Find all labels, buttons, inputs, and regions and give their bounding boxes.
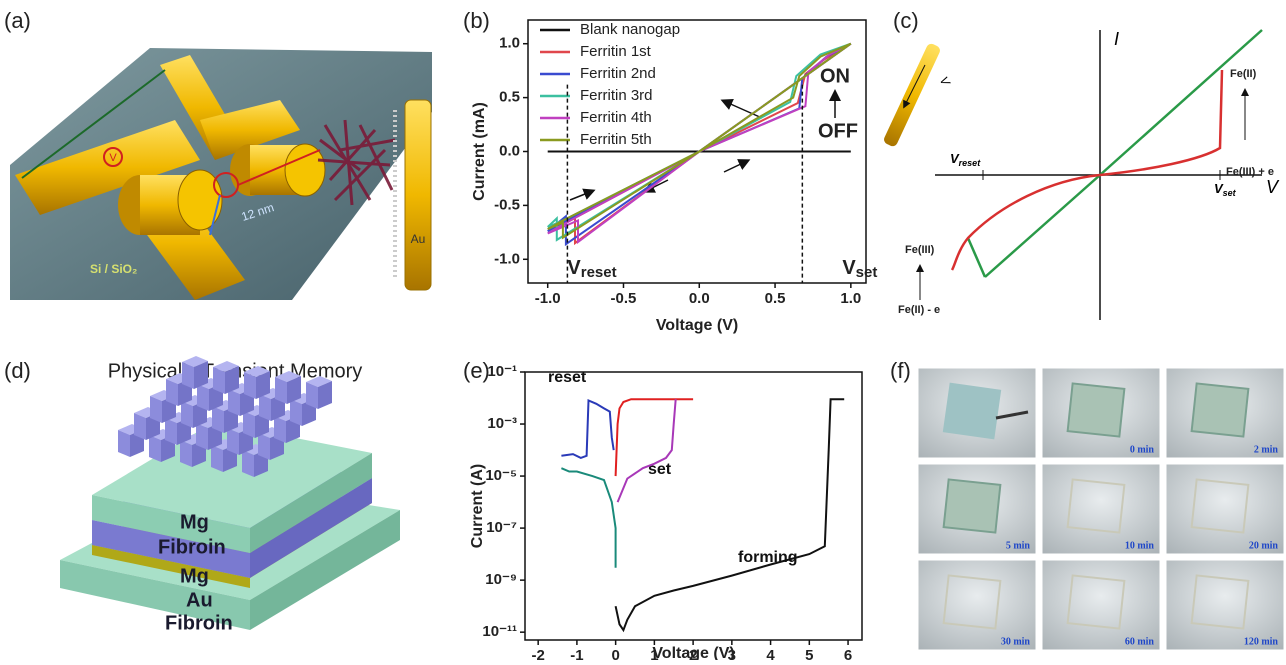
substrate-label: Si / SiO₂ xyxy=(90,262,137,276)
panel-label: (c) xyxy=(893,8,919,33)
v-set-label: Vset xyxy=(1214,181,1237,198)
panel-label: (b) xyxy=(463,8,490,33)
legend-label: Blank nanogap xyxy=(580,21,680,38)
legend-label: Ferritin 5th xyxy=(580,131,652,148)
sample-film xyxy=(944,479,1001,532)
photo-grid: 0 min 2 min 5 min 10 min 20 min 30 min 60 min 1… xyxy=(918,368,1284,650)
y-tick-label: -0.5 xyxy=(494,196,520,213)
threshold-label: Vset xyxy=(842,257,877,281)
y-tick-label: 10⁻⁵ xyxy=(485,467,517,484)
y-axis-label: Current (mA) xyxy=(471,102,488,201)
x-tick-label: -2 xyxy=(531,647,544,660)
plot-frame xyxy=(525,372,862,640)
x-tick-label: -1 xyxy=(570,647,583,660)
y-tick-label: 10⁻³ xyxy=(487,415,517,432)
time-label: 0 min xyxy=(1130,444,1155,455)
rod-label: V xyxy=(937,74,954,89)
series-line xyxy=(561,468,615,568)
legend-label: Ferritin 4th xyxy=(580,109,652,126)
y-tick-label: 10⁻¹¹ xyxy=(482,623,517,640)
chart-e: reset set forming -2-1012345610⁻¹¹10⁻⁹10… xyxy=(469,363,862,660)
y-tick-label: 0.0 xyxy=(499,142,520,159)
layer-label: Mg xyxy=(180,511,209,533)
x-tick-label: 0.0 xyxy=(689,290,710,307)
x-axis-label: Voltage (V) xyxy=(656,317,738,334)
voltage-label: V xyxy=(109,152,117,164)
state-label: OFF xyxy=(818,120,858,142)
time-label: 60 min xyxy=(1125,636,1155,647)
legend-label: Ferritin 2nd xyxy=(580,65,656,82)
time-label: 30 min xyxy=(1001,636,1031,647)
sample-film xyxy=(1068,383,1125,436)
panel-label: (a) xyxy=(4,8,31,33)
curve-label: forming xyxy=(738,549,798,566)
x-tick-label: 4 xyxy=(766,647,775,660)
x-tick-label: -0.5 xyxy=(611,290,637,307)
figure: (a) (b) (c) (d) (e) (f) V 12 nm Au Si / … xyxy=(0,0,1286,660)
threshold-label: Vreset xyxy=(567,257,616,281)
series-line xyxy=(616,399,845,630)
x-tick-label: 1.0 xyxy=(840,290,861,307)
time-label: 20 min xyxy=(1249,540,1279,551)
series-line xyxy=(618,399,676,502)
state-label: ON xyxy=(820,65,850,87)
y-axis-label: Current (A) xyxy=(469,464,486,548)
y-tick-label: 1.0 xyxy=(499,35,520,52)
time-label: 5 min xyxy=(1006,540,1031,551)
y-tick-label: 10⁻⁹ xyxy=(485,571,517,588)
x-axis-label: Voltage (V) xyxy=(652,645,734,660)
axis-label: I xyxy=(1114,29,1119,49)
layer-label: Fibroin xyxy=(165,612,233,634)
state-label: Fe(III) xyxy=(905,244,935,256)
y-tick-label: 10⁻¹ xyxy=(487,363,517,380)
v-reset-label: Vreset xyxy=(950,151,981,168)
panel-label: (f) xyxy=(890,358,911,383)
time-label: 2 min xyxy=(1254,444,1279,455)
panel-label: (d) xyxy=(4,358,31,383)
curve-label: reset xyxy=(548,369,587,386)
panel-label: (e) xyxy=(463,358,490,383)
time-label: 120 min xyxy=(1244,636,1279,647)
x-tick-label: 5 xyxy=(805,647,813,660)
time-label: 10 min xyxy=(1125,540,1155,551)
electrode-label: Au xyxy=(411,232,426,246)
layer-label: Au xyxy=(186,589,213,611)
legend-label: Ferritin 1st xyxy=(580,43,652,60)
state-label: Fe(II) - e xyxy=(898,304,940,316)
y-tick-label: 0.5 xyxy=(499,89,520,106)
state-label: Fe(II) xyxy=(1230,68,1257,80)
memory-stack: Physically Transient Memory MgFibroinMgA… xyxy=(60,356,400,634)
axis-label: V xyxy=(1266,177,1280,197)
series-line xyxy=(561,401,613,458)
legend-label: Ferritin 3rd xyxy=(580,87,653,104)
sample-film xyxy=(1192,383,1249,436)
iv-schematic: V I V Vreset Vset Fe(II) Fe(III) + e Fe(… xyxy=(882,29,1280,320)
state-label: Fe(III) + e xyxy=(1226,166,1274,178)
layer-label: Fibroin xyxy=(158,536,226,558)
device-illustration: V 12 nm Au Si / SiO₂ xyxy=(10,48,432,300)
x-tick-label: 0.5 xyxy=(765,290,786,307)
x-tick-label: 6 xyxy=(844,647,852,660)
y-tick-label: -1.0 xyxy=(494,250,520,267)
page: {"panels":{ "a":{"label":"(a)","voltage"… xyxy=(0,0,1286,660)
layer-label: Mg xyxy=(180,565,209,587)
x-tick-label: 0 xyxy=(611,647,619,660)
sample-film xyxy=(943,383,1001,440)
chart-b: ON OFF -1.0 -0.5 0.0 0.5 1.0 -1.0 -0.5 0.0 0.5 1.… xyxy=(471,20,877,334)
x-tick-label: -1.0 xyxy=(535,290,561,307)
y-tick-label: 10⁻⁷ xyxy=(486,519,517,536)
